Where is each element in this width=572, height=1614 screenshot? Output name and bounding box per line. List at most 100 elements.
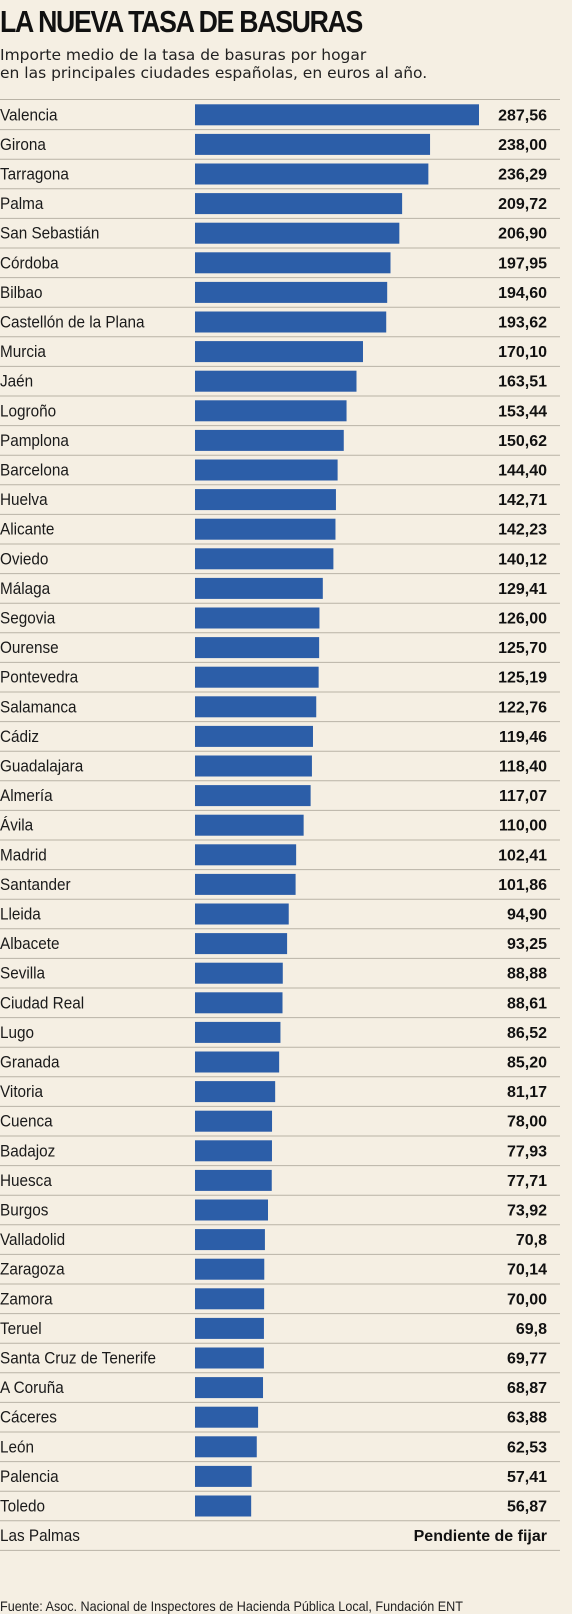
value-label: 126,00	[498, 611, 547, 628]
bar	[195, 1169, 272, 1191]
bar	[195, 193, 403, 215]
category-label: San Sebastián	[0, 224, 99, 243]
bar	[195, 814, 304, 836]
category-label: Salamanca	[0, 698, 76, 717]
category-label: Segovia	[0, 609, 55, 628]
bar	[195, 1229, 265, 1251]
value-label: 153,44	[498, 403, 547, 420]
category-label: Bilbao	[0, 283, 43, 302]
category-label: Valladolid	[0, 1230, 65, 1249]
category-label: Huelva	[0, 490, 48, 509]
category-label: Zamora	[0, 1290, 53, 1309]
value-label: 102,41	[498, 847, 547, 864]
value-label: 93,25	[507, 936, 547, 953]
bar	[195, 1495, 252, 1517]
category-label: Jaén	[0, 372, 33, 391]
bar	[195, 725, 313, 747]
bar	[195, 607, 320, 629]
bar	[195, 400, 347, 422]
bar	[195, 903, 289, 925]
category-label: Cádiz	[0, 727, 39, 746]
value-label: 122,76	[498, 699, 547, 716]
value-label: 88,61	[507, 995, 547, 1012]
bar	[195, 577, 323, 599]
category-label: A Coruña	[0, 1378, 64, 1397]
value-label: 56,87	[507, 1499, 547, 1516]
value-label: 206,90	[498, 226, 547, 243]
bar	[195, 341, 363, 363]
value-label: 125,19	[498, 670, 547, 687]
bar	[195, 1140, 272, 1162]
bar	[195, 518, 336, 540]
value-label: 129,41	[498, 581, 547, 598]
category-label: Málaga	[0, 579, 50, 598]
category-label: León	[0, 1438, 34, 1457]
category-label: Santander	[0, 875, 71, 894]
value-label: 287,56	[498, 107, 547, 124]
category-label: Las Palmas	[0, 1526, 80, 1545]
category-label: Palencia	[0, 1467, 59, 1486]
category-label: Cuenca	[0, 1112, 53, 1131]
category-label: Córdoba	[0, 254, 59, 273]
bar	[195, 133, 431, 155]
bar	[195, 1199, 268, 1221]
bar	[195, 104, 479, 126]
value-label: 110,00	[499, 818, 547, 835]
bar	[195, 1406, 259, 1428]
bar	[195, 1377, 264, 1399]
bar	[195, 222, 400, 244]
value-label: 86,52	[507, 1025, 547, 1042]
value-label: Pendiente de fijar	[414, 1528, 547, 1545]
value-label: 236,29	[498, 167, 547, 184]
value-label: 144,40	[498, 463, 547, 480]
category-label: Tarragona	[0, 165, 69, 184]
category-label: Barcelona	[0, 461, 69, 480]
value-label: 70,00	[507, 1291, 547, 1308]
value-label: 57,41	[507, 1469, 547, 1486]
subtitle-line-1: Importe medio de la tasa de basuras por …	[0, 46, 367, 64]
category-label: Alicante	[0, 520, 54, 539]
value-label: 170,10	[498, 344, 547, 361]
bar	[195, 1317, 264, 1339]
value-label: 70,8	[516, 1232, 547, 1249]
category-label: Vitoria	[0, 1082, 43, 1101]
bar	[195, 637, 320, 659]
category-label: Badajoz	[0, 1142, 55, 1161]
bar	[195, 873, 296, 895]
value-label: 88,88	[507, 966, 547, 983]
value-label: 125,70	[498, 640, 547, 657]
category-label: Lugo	[0, 1023, 34, 1042]
subtitle-line-2: en las principales ciudades españolas, e…	[0, 64, 428, 82]
bar	[195, 489, 336, 511]
category-label: Valencia	[0, 106, 58, 125]
header-divider	[0, 99, 560, 100]
category-label: Albacete	[0, 934, 59, 953]
value-label: 163,51	[498, 374, 547, 391]
bar	[195, 1465, 252, 1487]
chart-subtitle: Importe medio de la tasa de basuras por …	[0, 46, 560, 82]
value-label: 142,71	[498, 492, 547, 509]
value-label: 63,88	[507, 1410, 547, 1427]
bar	[195, 548, 334, 570]
bar	[195, 252, 391, 274]
value-label: 94,90	[507, 907, 547, 924]
category-label: Pontevedra	[0, 668, 78, 687]
value-label: 77,93	[507, 1143, 547, 1160]
value-label: 238,00	[498, 137, 547, 154]
value-label: 78,00	[507, 1114, 547, 1131]
bar	[195, 1347, 264, 1369]
category-label: Ávila	[0, 815, 33, 835]
bar	[195, 755, 312, 777]
bar	[195, 933, 288, 955]
category-label: Murcia	[0, 342, 46, 361]
chart-title: LA NUEVA TASA DE BASURAS	[0, 4, 363, 39]
value-label: 140,12	[498, 551, 547, 568]
bar	[195, 311, 387, 333]
category-label: Almería	[0, 786, 53, 805]
value-label: 150,62	[498, 433, 547, 450]
category-label: Oviedo	[0, 550, 48, 569]
category-label: Castellón de la Plana	[0, 313, 144, 332]
category-label: Zaragoza	[0, 1260, 65, 1279]
category-label: Cáceres	[0, 1408, 57, 1427]
bar	[195, 429, 344, 451]
